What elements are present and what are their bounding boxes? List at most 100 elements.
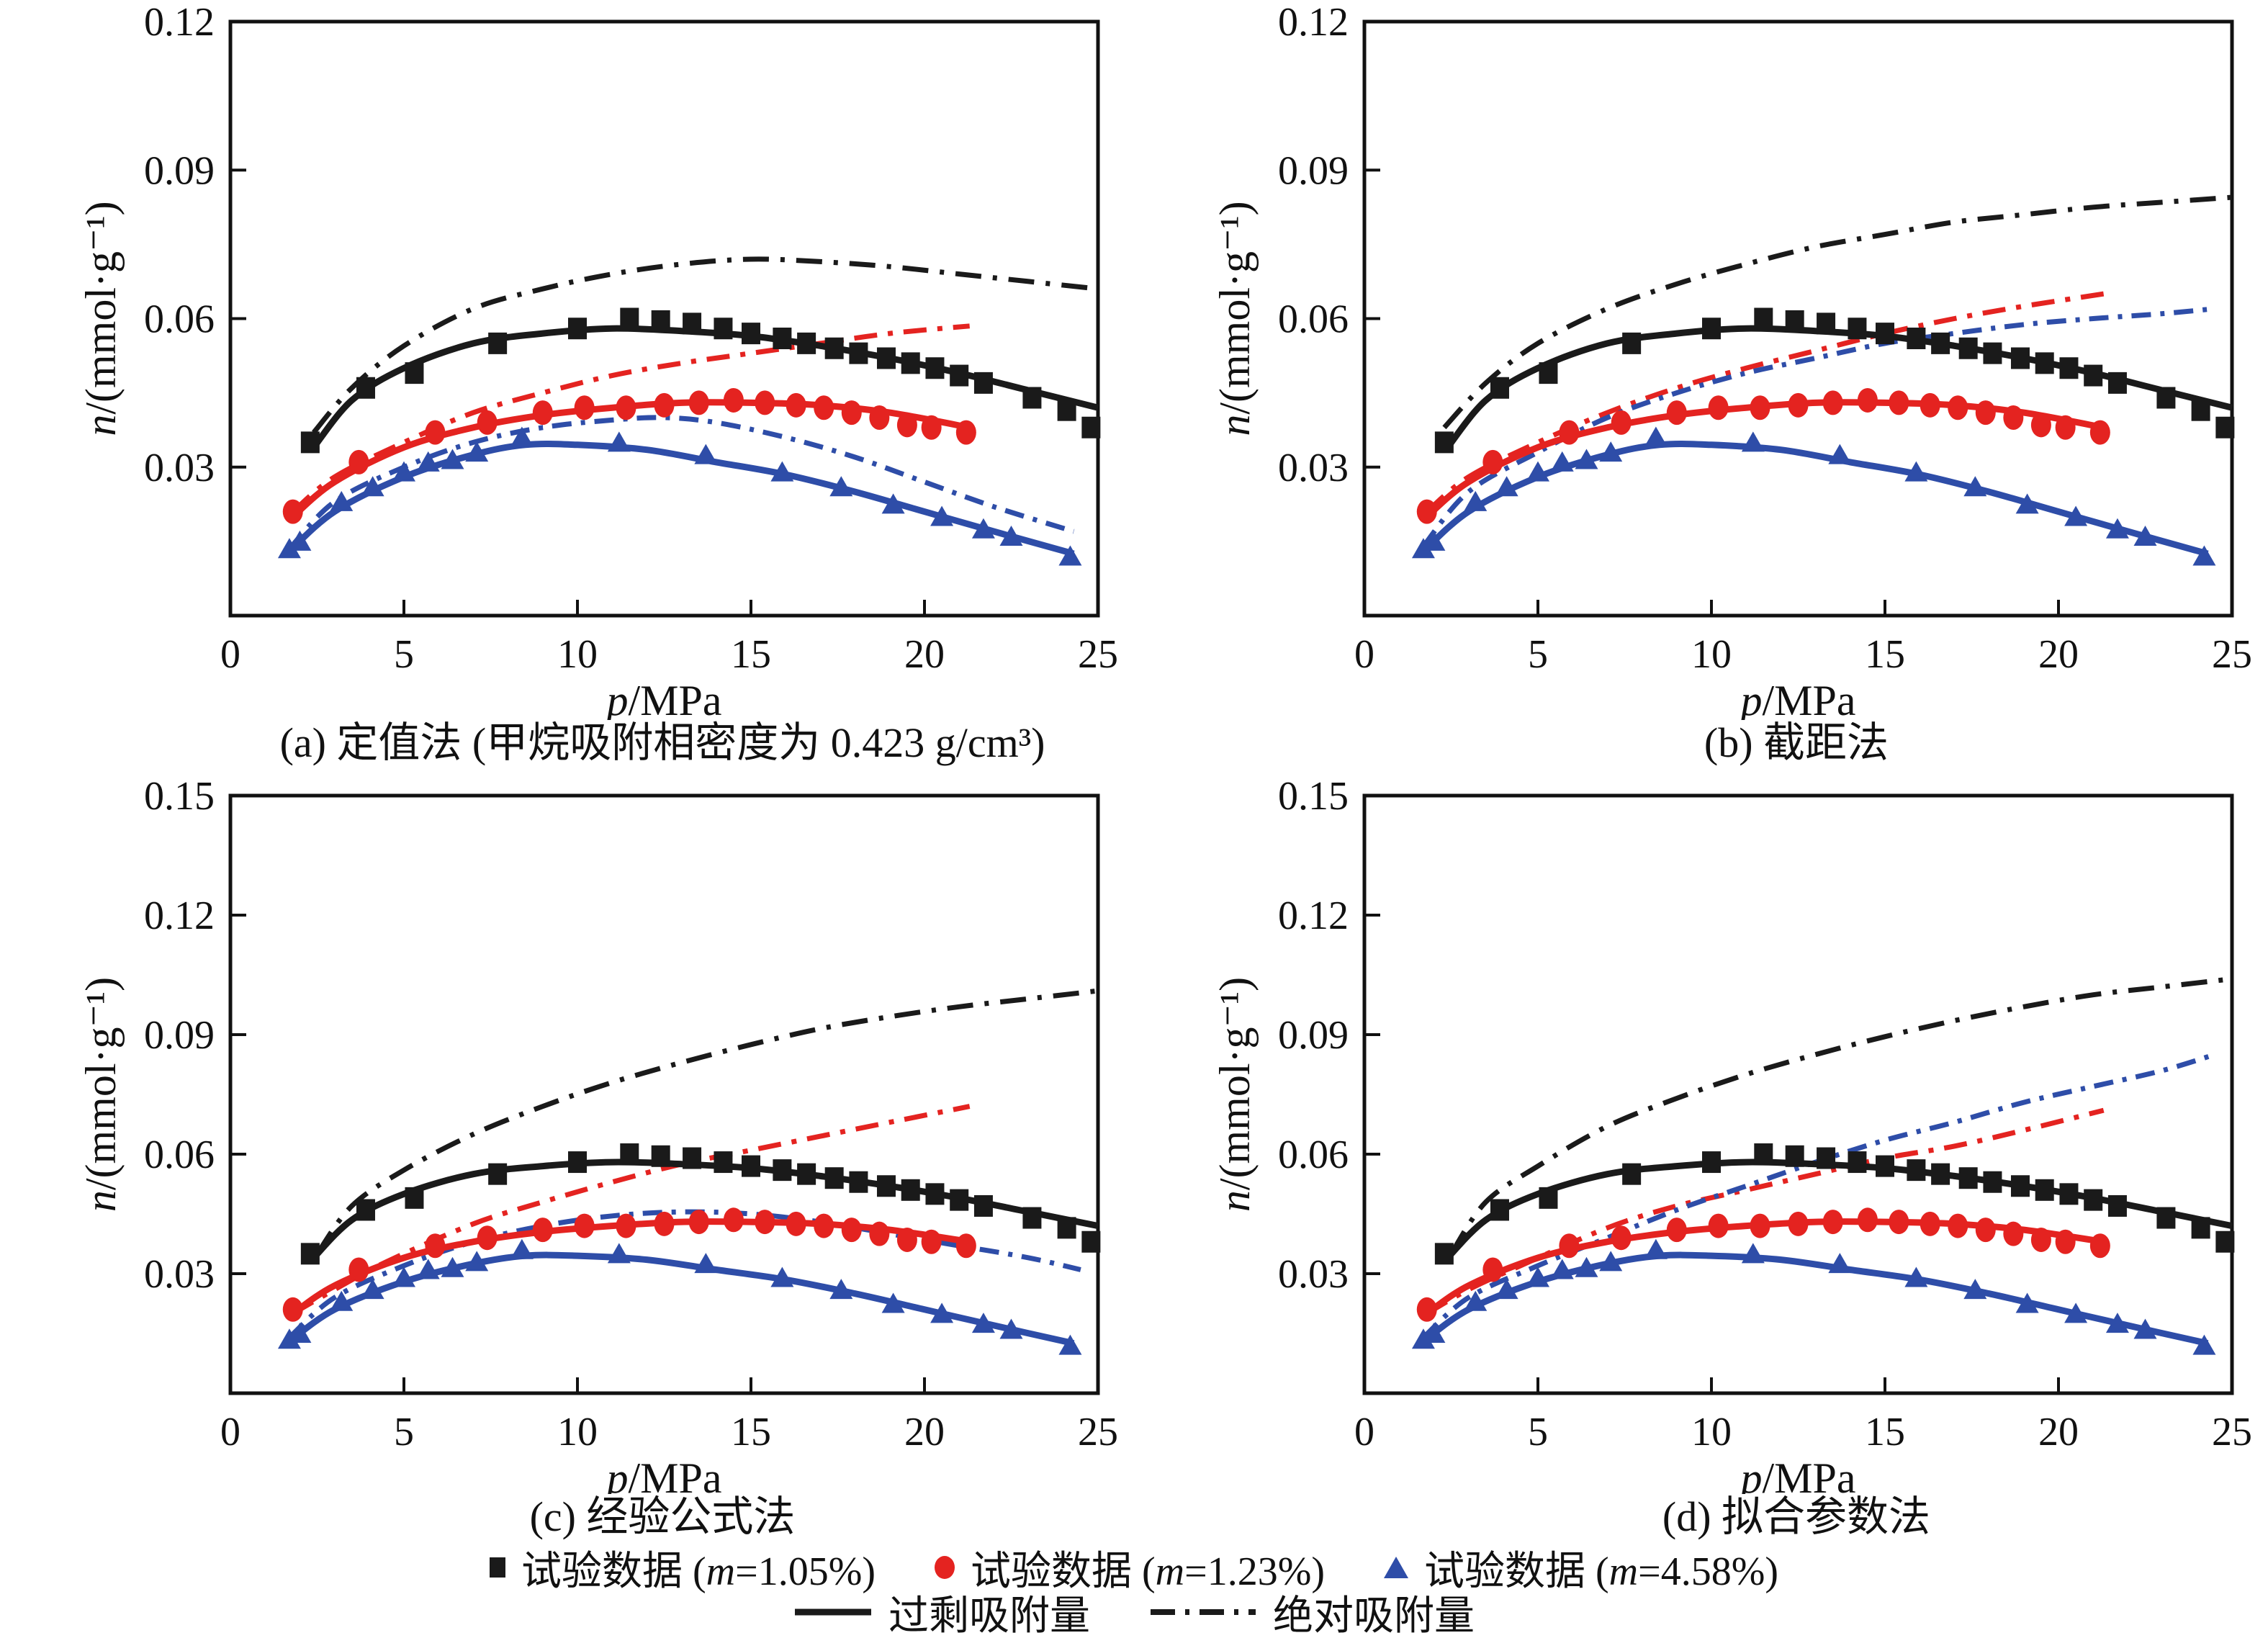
x-axis-label: p/MPa	[603, 1454, 721, 1494]
excess-adsorption-line-m458	[1421, 1251, 2209, 1347]
data-point-circle	[1416, 1297, 1437, 1322]
data-point-circle	[2003, 1221, 2024, 1246]
data-point-square	[2215, 1230, 2235, 1253]
data-point-circle	[1482, 1257, 1503, 1282]
legend-label-excess: 过剩吸附量	[888, 1593, 1090, 1638]
data-point-triangle	[330, 1290, 354, 1311]
data-point-square	[1907, 1159, 1926, 1182]
data-point-triangle	[1464, 490, 1488, 511]
y-tick-label: 0.03	[1278, 446, 1349, 490]
data-point-circle	[1948, 395, 1968, 420]
data-point-triangle	[1526, 1266, 1549, 1287]
data-point-circle	[2089, 1233, 2110, 1259]
data-point-square	[2156, 1207, 2176, 1229]
excess-adsorption-line-m123	[290, 399, 971, 519]
data-point-circle	[574, 395, 595, 420]
data-point-square	[1848, 318, 1867, 340]
data-point-circle	[1788, 1211, 1809, 1236]
y-tick-label: 0.09	[144, 148, 215, 193]
panel-a: 0 5 10 15 20 25 0.03 0.06 0.09 0.12 p/MPa n/(mmol·g…	[0, 0, 1134, 770]
y-tick-label: 0.15	[1278, 774, 1349, 819]
data-point-circle	[1822, 1210, 1843, 1235]
y-axis-label: n/(mmol·g⁻¹)	[1211, 201, 1259, 436]
data-point-square	[901, 1179, 920, 1201]
data-point-circle	[2030, 413, 2051, 438]
data-point-triangle	[1411, 538, 1435, 559]
data-point-square	[1490, 1199, 1509, 1221]
panel-d-chart: 0 5 10 15 20 25 0.03 0.06 0.09 0.12 0.15 p/MPa n/(mm…	[1211, 774, 2252, 1494]
data-point-triangle	[441, 449, 464, 469]
data-point-triangle	[999, 526, 1023, 546]
data-point-circle	[869, 405, 890, 430]
data-point-square	[1022, 387, 1042, 409]
data-point-triangle	[999, 1318, 1023, 1339]
panel-a-caption: (a) 定值法 (甲烷吸附相密度为 0.423 g/cm³)	[279, 719, 1045, 766]
data-point-circle	[1975, 400, 1996, 426]
data-point-square	[488, 332, 508, 354]
data-point-triangle	[1495, 476, 1518, 497]
data-point-square	[568, 318, 587, 340]
x-tick-label: 15	[731, 632, 771, 677]
absolute-adsorption-line-m105	[315, 988, 1099, 1256]
absolute-adsorption-line-m105	[1449, 976, 2233, 1256]
data-point-square	[2059, 1183, 2079, 1205]
data-point-square	[1931, 332, 1950, 354]
data-point-square	[925, 1183, 945, 1205]
data-point-square	[714, 318, 733, 340]
data-point-triangle	[1526, 461, 1549, 482]
data-point-circle	[1857, 1207, 1878, 1233]
data-point-triangle	[971, 1313, 995, 1333]
data-point-triangle	[1575, 1256, 1598, 1277]
data-point-triangle	[1058, 545, 1082, 566]
plot-box	[228, 793, 1100, 1395]
panel-c-chart: 0 5 10 15 20 25 0.03 0.06 0.09 0.12 0.15 p/MPa n/(mm…	[77, 774, 1118, 1494]
x-tick-label: 5	[1528, 1410, 1548, 1454]
data-point-circle	[2030, 1227, 2051, 1252]
data-point-triangle	[1411, 1328, 1435, 1349]
data-point-triangle	[770, 461, 794, 482]
data-point-triangle	[1495, 1279, 1518, 1300]
absolute-adsorption-line-m458	[287, 1209, 1081, 1340]
legend-label-m123: 试验数据 (m=1.23%)	[971, 1549, 1325, 1594]
data-point-square	[2107, 1194, 2127, 1217]
data-point-circle	[348, 1257, 369, 1282]
x-tick-label: 20	[2038, 1410, 2079, 1454]
data-point-circle	[2089, 420, 2110, 445]
data-point-square	[2191, 1217, 2210, 1239]
data-point-circle	[1559, 420, 1580, 445]
x-axis-label: p/MPa	[1737, 677, 1855, 720]
data-point-square	[2191, 399, 2210, 421]
circle-marker-icon	[935, 1556, 955, 1579]
data-point-circle	[425, 1233, 446, 1259]
solid-line-icon	[795, 1608, 871, 1616]
legend-item-excess: 过剩吸附量	[793, 1583, 1090, 1638]
data-point-square	[1931, 1163, 1950, 1185]
data-point-square	[2156, 387, 2176, 409]
legend-label-absolute: 绝对吸附量	[1273, 1593, 1475, 1638]
square-marker-icon	[490, 1557, 505, 1578]
data-point-circle	[955, 1233, 976, 1259]
data-point-square	[620, 307, 639, 330]
x-tick-label: 0	[1354, 632, 1374, 677]
x-tick-label: 0	[220, 1410, 240, 1454]
data-point-triangle	[277, 1328, 301, 1349]
data-point-triangle	[1904, 1266, 1928, 1287]
dashdot-line-icon	[1151, 1609, 1256, 1615]
data-point-square	[1434, 431, 1454, 454]
data-point-square	[2059, 357, 2079, 379]
data-point-circle	[1750, 1213, 1770, 1238]
data-point-square	[2084, 364, 2103, 387]
data-point-square	[742, 1155, 760, 1177]
data-point-circle	[1750, 395, 1770, 420]
data-point-triangle	[930, 1302, 954, 1323]
data-point-circle	[786, 1211, 806, 1236]
data-point-triangle	[1464, 1290, 1488, 1311]
x-tick-label: 25	[2212, 632, 2252, 677]
x-tick-label: 15	[731, 1410, 771, 1454]
y-tick-label: 0.06	[1278, 1133, 1349, 1177]
x-tick-label: 25	[1078, 1410, 1118, 1454]
data-point-square	[300, 1243, 320, 1265]
data-point-circle	[755, 390, 775, 415]
x-tick-label: 0	[220, 632, 240, 677]
data-point-triangle	[829, 1279, 853, 1300]
